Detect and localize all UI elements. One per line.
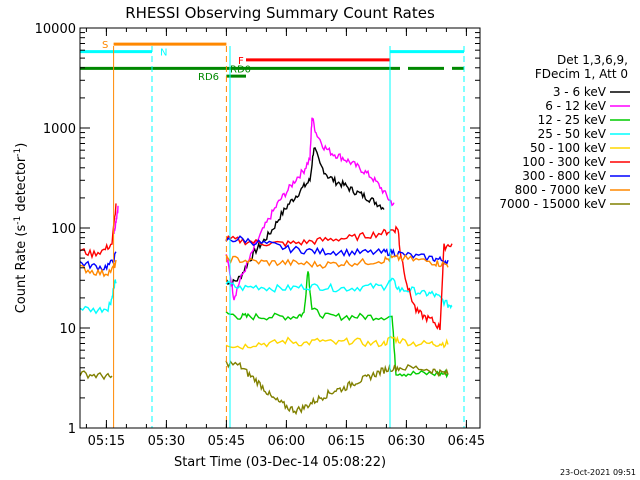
state-bar-label-s: S (102, 40, 108, 51)
series-line-25-50-kev-0 (79, 279, 117, 315)
legend-label-100-300-kev: 100 - 300 keV (522, 155, 606, 169)
y-axis-ticks: 1 10 100 1000 10000 (35, 22, 480, 437)
y-tick-label-3: 1000 (43, 122, 76, 137)
time-markers (113, 46, 465, 428)
state-bar-label-rd6: RD6 (198, 72, 219, 83)
y-tick-label-0: 1 (68, 422, 76, 437)
legend-label-300-800-kev: 300 - 800 keV (522, 169, 606, 183)
x-axis-label: Start Time (03-Dec-14 05:08:22) (174, 455, 386, 470)
y-axis-label-sup1: -1 (13, 216, 23, 225)
legend-label-7000-15000-kev: 7000 - 15000 keV (499, 197, 606, 211)
x-axis-ticks: 05:15 05:30 05:45 06:00 06:15 06:30 06:45 (85, 28, 485, 449)
series-line-6-12-kev-0 (113, 205, 119, 235)
x-tick-label-2: 05:45 (208, 434, 245, 449)
y-axis-label-main: Count Rate (s (14, 225, 29, 314)
footer-timestamp: 23-Oct-2021 09:51 (560, 468, 636, 477)
series-line-7000-15000-kev-0 (79, 370, 113, 381)
x-tick-label-4: 06:15 (328, 434, 365, 449)
series-line-300-800-kev-1 (225, 235, 449, 267)
state-bar-label-n: N (160, 48, 167, 59)
state-bar-label-rd0: RD0 (230, 64, 251, 75)
y-axis-label: Count Rate (s-1 detector-1) (13, 143, 29, 314)
series-line-7000-15000-kev-1 (225, 360, 449, 416)
series-line-50-100-kev-0 (225, 335, 449, 350)
x-tick-label-3: 06:00 (268, 434, 305, 449)
legend-label-6-12-kev: 6 - 12 keV (545, 99, 607, 113)
legend-header-2: FDecim 1, Att 0 (535, 67, 628, 81)
legend-header-1: Det 1,3,6,9, (557, 53, 628, 67)
y-axis-label-sup2: -1 (13, 148, 23, 157)
series-line-12-25-kev-0 (225, 271, 449, 379)
legend-label-800-7000-kev: 800 - 7000 keV (515, 183, 607, 197)
y-axis-label-mid: detector (14, 156, 29, 216)
chart-title: RHESSI Observing Summary Count Rates (125, 4, 435, 22)
y-tick-label-2: 100 (51, 222, 76, 237)
y-axis-label-end: ) (14, 143, 29, 148)
x-tick-label-0: 05:15 (88, 434, 125, 449)
legend-label-3-6-kev: 3 - 6 keV (553, 85, 607, 99)
data-layer (79, 117, 453, 416)
x-tick-label-5: 06:30 (388, 434, 425, 449)
legend-label-25-50-kev: 25 - 50 keV (538, 127, 607, 141)
x-tick-label-6: 06:45 (448, 434, 485, 449)
state-bar-label-f: F (238, 56, 244, 67)
y-tick-label-1: 10 (59, 322, 76, 337)
series-line-100-300-kev-1 (225, 225, 453, 331)
series-line-25-50-kev-1 (225, 277, 453, 310)
legend-label-50-100-kev: 50 - 100 keV (530, 141, 607, 155)
series-line-800-7000-kev-1 (225, 253, 449, 269)
y-tick-label-4: 10000 (35, 22, 76, 37)
x-tick-label-1: 05:30 (148, 434, 185, 449)
legend-label-12-25-kev: 12 - 25 keV (538, 113, 607, 127)
